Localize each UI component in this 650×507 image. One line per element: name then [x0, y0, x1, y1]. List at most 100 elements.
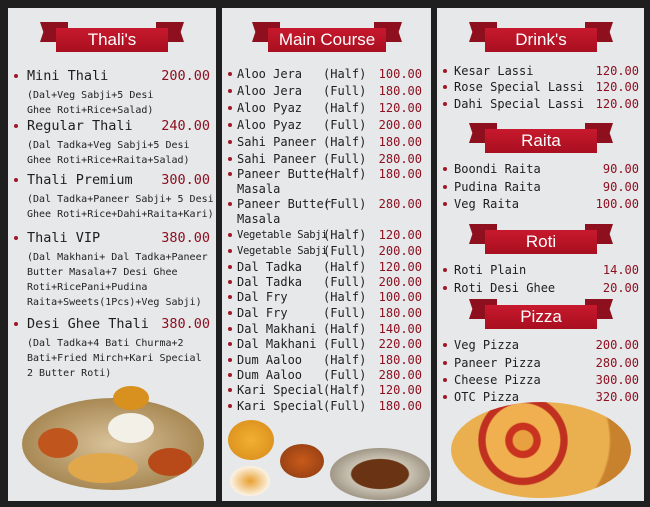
item-name: Thali Premium: [27, 172, 133, 188]
bullet-icon: [228, 172, 232, 176]
bullet-icon: [228, 388, 232, 392]
bullet-icon: [443, 202, 447, 206]
item-size: (Full): [323, 152, 367, 166]
bullet-icon: [443, 378, 447, 382]
item-price: 180.00: [378, 353, 422, 367]
item-name: Dal Tadka: [237, 275, 303, 289]
item-price: 280.00: [378, 152, 422, 166]
bullet-icon: [443, 102, 447, 106]
item-name: Mini Thali: [27, 68, 109, 84]
bullet-icon: [228, 72, 232, 76]
bullet-icon: [228, 373, 232, 377]
item-price: 180.00: [378, 399, 422, 413]
item-name: Sahi Paneer: [237, 135, 317, 149]
item-name-continued: Masala: [237, 212, 281, 226]
item-name: Cheese Pizza: [454, 373, 541, 387]
item-price: 180.00: [378, 167, 422, 181]
item-name: Dum Aaloo: [237, 353, 303, 367]
item-price: 90.00: [602, 162, 639, 176]
item-size: (Half): [323, 135, 367, 149]
bullet-icon: [14, 236, 18, 240]
item-description: Raita+Sweets(1Pcs)+Veg Sabji): [27, 297, 202, 308]
menu-item: Thali VIP 380.00: [14, 230, 210, 246]
item-price: 100.00: [378, 290, 422, 304]
raita-header: Raita: [469, 123, 613, 153]
item-price: 100.00: [378, 67, 422, 81]
item-name: Thali VIP: [27, 230, 101, 246]
main-course-header: Main Course: [252, 22, 402, 52]
item-name: Dal Fry: [237, 306, 288, 320]
item-size: (Full): [323, 399, 367, 413]
item-description: Ghee Roti+Rice+Dahi+Raita+Kari): [27, 209, 214, 220]
menu-item: Veg Pizza 200.00: [443, 338, 639, 352]
bullet-icon: [228, 233, 232, 237]
menu-item: Dum Aaloo (Half) 180.00: [228, 353, 424, 367]
item-size: (Full): [323, 84, 367, 98]
item-price: 120.00: [378, 383, 422, 397]
menu-item: Dum Aaloo (Full) 280.00: [228, 368, 424, 382]
menu-item: Veg Raita 100.00: [443, 197, 639, 211]
drinks-header: Drink's: [469, 22, 613, 52]
item-name: Kari Special: [237, 383, 324, 397]
item-price: 120.00: [595, 64, 639, 78]
menu-item: Dal Makhani (Full) 220.00: [228, 337, 424, 351]
item-name: Aloo Pyaz: [237, 118, 303, 132]
item-price: 240.00: [161, 118, 210, 134]
menu-item: Roti Desi Ghee 20.00: [443, 281, 639, 295]
menu-item: Paneer Butter (Half) 180.00: [228, 167, 424, 181]
menu-item: Mini Thali 200.00: [14, 68, 210, 84]
item-size: (Half): [323, 101, 367, 115]
item-name: Aloo Jera: [237, 67, 303, 81]
item-name: Aloo Pyaz: [237, 101, 303, 115]
item-name: Dum Aaloo: [237, 368, 303, 382]
bullet-icon: [228, 311, 232, 315]
item-name: Roti Plain: [454, 263, 527, 277]
menu-item: Aloo Jera (Half) 100.00: [228, 67, 424, 81]
item-name: Dal Makhani: [237, 337, 317, 351]
item-price: 120.00: [378, 101, 422, 115]
item-name: Dal Tadka: [237, 260, 303, 274]
raita-title: Raita: [485, 129, 597, 153]
bullet-icon: [443, 185, 447, 189]
item-description: Ghee Roti+Rice+Salad): [27, 105, 154, 116]
item-name: Paneer Butter: [237, 197, 331, 211]
item-name: Desi Ghee Thali: [27, 316, 149, 332]
menu-item: Paneer Butter (Full) 280.00: [228, 197, 424, 211]
item-name: Veg Raita: [454, 197, 520, 211]
bullet-icon: [443, 85, 447, 89]
item-size: (Half): [323, 290, 367, 304]
bullet-icon: [443, 395, 447, 399]
bullet-icon: [228, 140, 232, 144]
item-price: 200.00: [595, 338, 639, 352]
item-description: (Dal Makhani+ Dal Tadka+Paneer: [27, 252, 208, 263]
item-price: 200.00: [378, 275, 422, 289]
item-size: (Half): [323, 260, 367, 274]
menu-item: Aloo Jera (Full) 180.00: [228, 84, 424, 98]
item-name-continued: Masala: [237, 182, 281, 196]
menu-item: Dahi Special Lassi 120.00: [443, 97, 639, 111]
menu-item: OTC Pizza 320.00: [443, 390, 639, 404]
item-size: (Full): [323, 306, 367, 320]
item-price: 280.00: [595, 356, 639, 370]
bullet-icon: [228, 123, 232, 127]
item-size: (Half): [323, 383, 367, 397]
menu-item: Cheese Pizza 300.00: [443, 373, 639, 387]
item-price: 90.00: [602, 180, 639, 194]
item-name: Roti Desi Ghee: [454, 281, 556, 295]
item-price: 140.00: [378, 322, 422, 336]
bullet-icon: [228, 89, 232, 93]
thali-header: Thali's: [40, 22, 184, 52]
menu-item: Vegetable Sabji (Half) 120.00: [228, 228, 424, 242]
item-price: 14.00: [602, 263, 639, 277]
item-name: Boondi Raita: [454, 162, 541, 176]
menu-item: Vegetable Sabji (Full) 200.00: [228, 244, 424, 258]
item-price: 180.00: [378, 306, 422, 320]
item-name: Kesar Lassi: [454, 64, 534, 78]
item-size: (Half): [323, 67, 367, 81]
bullet-icon: [228, 280, 232, 284]
menu-item: Rose Special Lassi 120.00: [443, 80, 639, 94]
item-price: 380.00: [161, 316, 210, 332]
item-name: Regular Thali: [27, 118, 133, 134]
item-size: (Full): [323, 275, 367, 289]
menu-item: Kari Special (Half) 120.00: [228, 383, 424, 397]
